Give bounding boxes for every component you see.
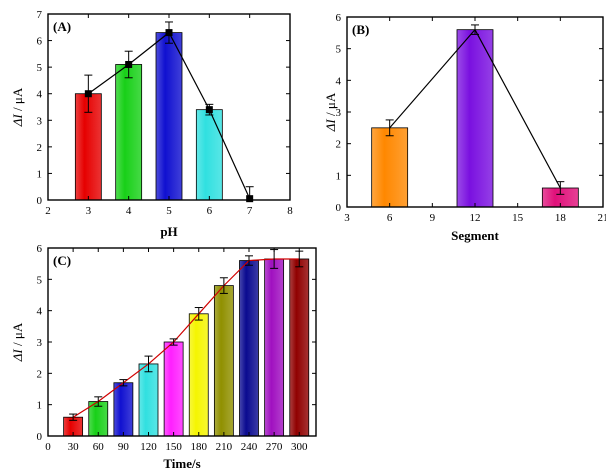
y-axis-label: ΔI / μA (10, 322, 25, 362)
y-tick-label-6: 6 (37, 36, 43, 48)
bar-6 (195, 109, 223, 201)
y-tick-label-1: 1 (336, 170, 342, 182)
y-tick-label-5: 5 (37, 62, 43, 74)
point-marker-5 (165, 29, 173, 37)
y-axis-label: ΔI / μA (10, 87, 25, 127)
x-tick-label-6: 6 (387, 212, 393, 224)
y-tick-label-2: 2 (336, 139, 342, 151)
x-axis-label: Time/s (163, 456, 200, 471)
point-marker-3 (84, 90, 92, 98)
x-axis-label: pH (160, 224, 177, 239)
bar-150 (163, 341, 184, 437)
bar-5 (155, 32, 183, 201)
bar-4 (115, 64, 143, 201)
x-tick-label-12: 12 (470, 212, 481, 224)
y-tick-label-7: 7 (37, 9, 43, 21)
y-tick-label-0: 0 (37, 195, 43, 207)
x-tick-label-15: 15 (512, 212, 524, 224)
y-axis-label-symbol: ΔI (10, 114, 25, 128)
x-tick-label-60: 60 (93, 441, 105, 453)
x-tick-label-0: 0 (45, 441, 51, 453)
bar-270 (264, 258, 285, 437)
bar-12 (456, 29, 494, 208)
x-tick-label-300: 300 (291, 441, 308, 453)
bar-300 (289, 258, 310, 437)
x-tick-label-270: 270 (266, 441, 283, 453)
panel-label: (A) (53, 19, 71, 34)
y-tick-label-3: 3 (37, 115, 43, 127)
y-tick-label-6: 6 (336, 12, 342, 24)
y-tick-label-4: 4 (37, 306, 43, 318)
x-axis-label: Segment (451, 228, 499, 243)
y-tick-label-2: 2 (37, 368, 43, 380)
y-tick-label-1: 1 (37, 400, 43, 412)
bar-6 (371, 127, 409, 208)
y-axis-label-unit: / μA (323, 92, 338, 119)
x-tick-label-9: 9 (430, 212, 436, 224)
y-tick-label-3: 3 (336, 107, 342, 119)
x-tick-label-18: 18 (555, 212, 567, 224)
x-tick-label-30: 30 (68, 441, 80, 453)
y-axis-label-symbol: ΔI (10, 349, 25, 363)
x-tick-label-210: 210 (216, 441, 233, 453)
y-axis-label-unit: / μA (10, 322, 25, 349)
x-tick-label-3: 3 (344, 212, 350, 224)
y-tick-label-6: 6 (37, 243, 43, 255)
x-tick-label-8: 8 (287, 205, 293, 217)
x-tick-label-6: 6 (207, 205, 213, 217)
y-tick-label-4: 4 (336, 75, 342, 87)
point-marker-6 (205, 106, 213, 114)
y-axis-label-unit: / μA (10, 87, 25, 114)
y-tick-label-0: 0 (37, 431, 43, 443)
point-marker-4 (125, 60, 133, 68)
x-tick-label-90: 90 (118, 441, 130, 453)
bar-180 (188, 313, 209, 437)
x-tick-label-120: 120 (140, 441, 157, 453)
y-axis-label: ΔI / μA (323, 92, 338, 132)
bar-90 (113, 382, 134, 437)
x-tick-label-2: 2 (45, 205, 51, 217)
y-tick-label-4: 4 (37, 89, 43, 101)
x-tick-label-150: 150 (165, 441, 182, 453)
y-tick-label-5: 5 (336, 44, 342, 56)
x-tick-label-240: 240 (241, 441, 258, 453)
x-tick-label-5: 5 (166, 205, 172, 217)
x-tick-label-3: 3 (86, 205, 92, 217)
bar-240 (239, 260, 259, 437)
x-tick-label-4: 4 (126, 205, 132, 217)
bar-210 (213, 285, 234, 437)
y-tick-label-5: 5 (37, 274, 43, 286)
bar-120 (138, 363, 159, 437)
chart-panel-0: 2 3 4 5 6 7 8 0 1 2 3 4 5 6 7 (A) pH ΔI / μA (10, 9, 293, 239)
y-tick-label-1: 1 (37, 168, 43, 180)
x-tick-label-21: 21 (598, 212, 606, 224)
x-tick-label-180: 180 (191, 441, 208, 453)
y-tick-label-3: 3 (37, 337, 43, 349)
y-axis-label-symbol: ΔI (323, 119, 338, 133)
chart-panel-2: 0 30 60 90 120 150 180 210 240 270 300 0 1 2 3 4 5 6 (C) Ti… (10, 243, 317, 471)
panel-label: (C) (53, 253, 71, 268)
y-tick-label-0: 0 (336, 202, 342, 214)
series-line (72, 258, 300, 418)
x-tick-label-7: 7 (247, 205, 253, 217)
panel-label: (B) (352, 22, 369, 37)
y-tick-label-2: 2 (37, 142, 43, 154)
